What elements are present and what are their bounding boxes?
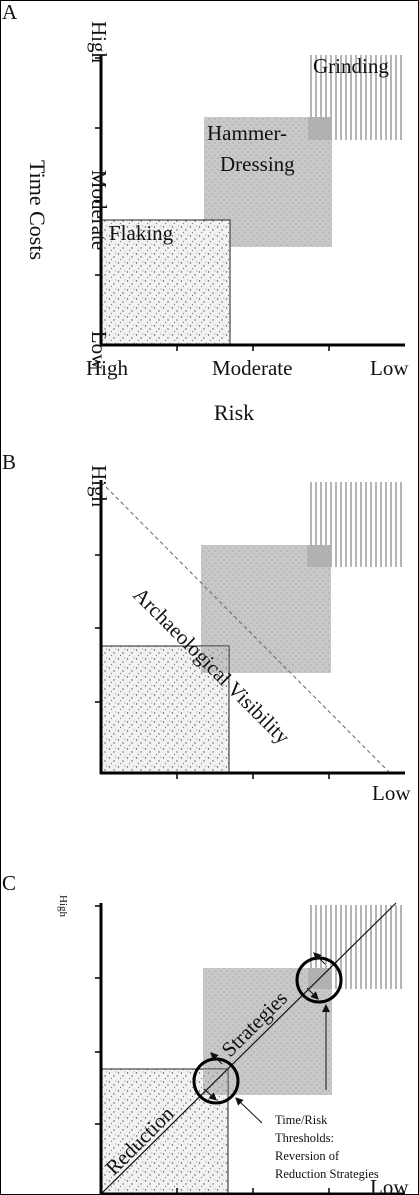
panel-a-letter: A — [2, 0, 18, 24]
threshold-arrow — [203, 1088, 217, 1101]
visibility-diagonal — [100, 481, 391, 774]
flaking-hammer-overlap-b — [201, 646, 229, 673]
hammer-dressing-label-1: Hammer- — [207, 121, 287, 145]
threshold-arrow — [313, 952, 326, 965]
panel-a-ylabel-high: High — [87, 21, 111, 64]
reduction-diagonal — [100, 902, 397, 1195]
annotation-line-4: Reduction Strategies — [275, 1167, 379, 1181]
grinding-label: Grinding — [313, 54, 389, 78]
panel-a-ylabel-low: Low — [87, 331, 111, 370]
annotation-pointer-lower — [235, 1097, 263, 1124]
panel-a-xlabel-moderate: Moderate — [212, 356, 292, 380]
threshold-arrow — [306, 987, 319, 1000]
panel-a-xlabel-low: Low — [370, 356, 409, 380]
panel-a-y-title: Time Costs — [25, 160, 50, 260]
panel-a-x-title: Risk — [214, 400, 254, 425]
annotation-line-3: Reversion of — [275, 1149, 340, 1163]
annotation-line-2: Thresholds: — [275, 1131, 334, 1145]
annotation-line-1: Time/Risk — [275, 1113, 328, 1127]
panel-b: B High Low Archaeological Visibility — [2, 450, 411, 805]
panel-a-xlabel-high: High — [86, 356, 129, 380]
flaking-label: Flaking — [109, 221, 174, 245]
panel-c-ylabel-high: High — [57, 895, 69, 918]
panel-b-letter: B — [2, 450, 16, 474]
panel-c-letter: C — [2, 871, 16, 895]
panel-b-ylabel-high: High — [87, 465, 111, 508]
panel-c: C High Low Reduction Strategies — [2, 871, 409, 1195]
grinding-hammer-overlap-b — [307, 545, 331, 567]
threshold-arrow — [210, 1052, 223, 1065]
panel-a: A High Moderate Low Time Costs High Mode… — [2, 0, 409, 425]
panel-a-ylabel-moderate: Moderate — [87, 170, 111, 250]
grinding-hammer-overlap — [308, 117, 332, 140]
panel-b-xlabel-low: Low — [372, 781, 411, 805]
flaking-region — [100, 219, 231, 346]
panel-c-xlabel-low: Low — [370, 1175, 409, 1195]
hammer-dressing-label-2: Dressing — [220, 152, 295, 176]
